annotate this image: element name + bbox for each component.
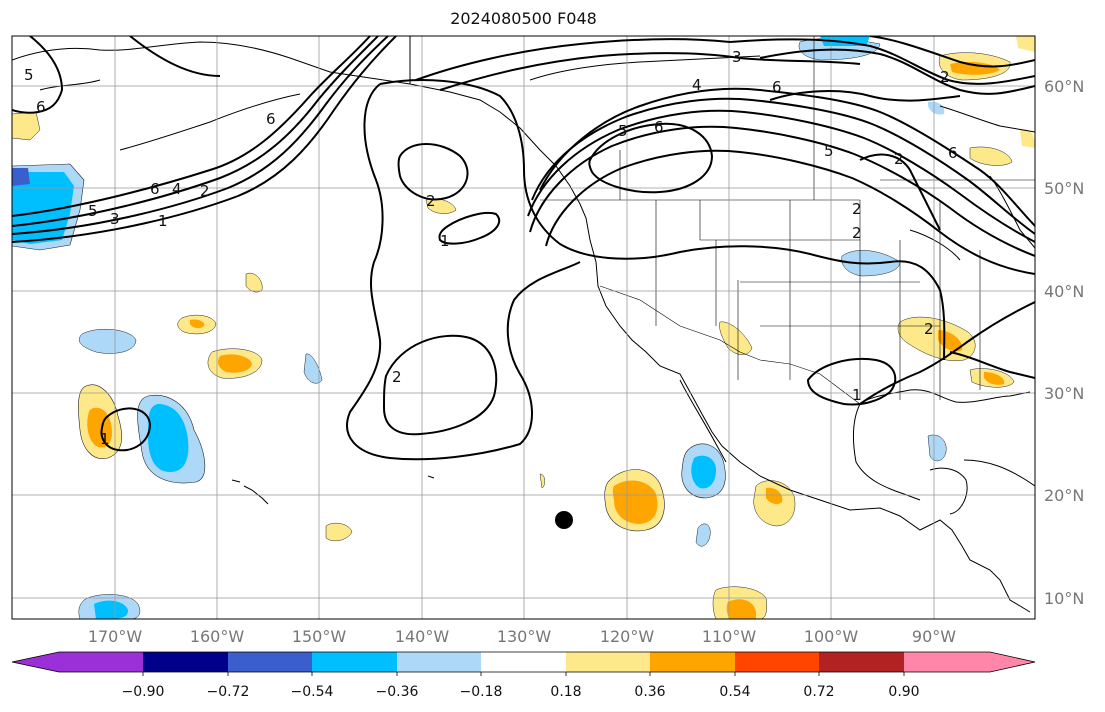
colorbar-seg-6 bbox=[566, 652, 650, 672]
lat-label: 30°N bbox=[1044, 384, 1084, 403]
contour-label: 6 bbox=[36, 98, 46, 116]
colorbar-tick-label: 0.36 bbox=[634, 684, 665, 700]
contour-label: 6 bbox=[150, 180, 160, 198]
lat-label: 50°N bbox=[1044, 179, 1084, 198]
colorbar-seg-8 bbox=[735, 652, 819, 672]
colorbar-seg-2 bbox=[228, 652, 312, 672]
lon-label: 150°W bbox=[292, 627, 347, 646]
map-title: 2024080500 F048 bbox=[450, 9, 597, 28]
colorbar-seg-7 bbox=[650, 652, 735, 672]
contour-label: 2 bbox=[200, 182, 210, 200]
contour-label: 2 bbox=[392, 368, 402, 386]
colorbar-seg-3 bbox=[312, 652, 397, 672]
colorbar-tick-label: −0.18 bbox=[460, 684, 503, 700]
latitude-labels: 60°N 50°N 40°N 30°N 20°N 10°N bbox=[1044, 77, 1084, 608]
lat-label: 20°N bbox=[1044, 486, 1084, 505]
colorbar-tick-label: 0.54 bbox=[719, 684, 750, 700]
lon-label: 170°W bbox=[88, 627, 143, 646]
longitude-labels: 170°W 160°W 150°W 140°W 130°W 120°W 110°… bbox=[88, 627, 956, 646]
borders bbox=[540, 36, 1035, 405]
contour-label: 6 bbox=[654, 118, 664, 136]
lon-label: 130°W bbox=[497, 627, 552, 646]
lon-label: 120°W bbox=[600, 627, 655, 646]
contour-label: 5 bbox=[24, 66, 34, 84]
contour-label: 2 bbox=[894, 150, 904, 168]
lon-label: 100°W bbox=[804, 627, 859, 646]
colorbar-outline bbox=[11, 651, 1036, 673]
lon-label: 160°W bbox=[190, 627, 245, 646]
contour-label: 2 bbox=[924, 320, 934, 338]
contour-label: 2 bbox=[852, 200, 862, 218]
colorbar-tick-label: 0.18 bbox=[550, 684, 581, 700]
anomaly-shading bbox=[12, 36, 1035, 619]
contour-label: 5 bbox=[88, 202, 98, 220]
colorbar-tick-label: −0.72 bbox=[207, 684, 250, 700]
contour-label: 6 bbox=[772, 78, 782, 96]
contour-label: 3 bbox=[110, 210, 120, 228]
colorbar-seg-1 bbox=[143, 652, 228, 672]
colorbar-ticks bbox=[142, 672, 905, 676]
colorbar-tick-label: −0.90 bbox=[122, 684, 165, 700]
map-area: 5 6 3 4 6 2 5 6 5 6 2 6 6 4 2 3 5 1 2 1 … bbox=[12, 36, 1035, 619]
lat-label: 10°N bbox=[1044, 589, 1084, 608]
map-frame bbox=[11, 35, 1036, 620]
contour-label: 1 bbox=[158, 212, 168, 230]
contour-label: 5 bbox=[618, 122, 628, 140]
lat-label: 40°N bbox=[1044, 282, 1084, 301]
contour-label: 1 bbox=[852, 386, 862, 404]
colorbar-seg-5 bbox=[481, 652, 566, 672]
gridlines bbox=[12, 36, 1035, 619]
contour-label: 2 bbox=[940, 68, 950, 86]
contour-label: 1 bbox=[100, 430, 110, 448]
contour-label: 4 bbox=[172, 180, 182, 198]
contour-label: 5 bbox=[824, 142, 834, 160]
lon-label: 90°W bbox=[912, 627, 956, 646]
contour-label: 1 bbox=[440, 232, 450, 250]
contour-label: 6 bbox=[266, 110, 276, 128]
colorbar-tick-label: −0.36 bbox=[376, 684, 419, 700]
colorbar-seg-0 bbox=[12, 652, 143, 672]
colorbar-tick-label: −0.54 bbox=[291, 684, 334, 700]
colorbar-seg-9 bbox=[819, 652, 904, 672]
lat-label: 60°N bbox=[1044, 77, 1084, 96]
lon-label: 140°W bbox=[395, 627, 450, 646]
location-marker bbox=[555, 511, 573, 529]
lon-label: 110°W bbox=[702, 627, 757, 646]
contour-label: 4 bbox=[692, 76, 702, 94]
colorbar-tick-label: 0.72 bbox=[803, 684, 834, 700]
colorbar-tick-label: 0.90 bbox=[888, 684, 919, 700]
colorbar: −0.90 −0.72 −0.54 −0.36 −0.18 0.18 0.36 … bbox=[11, 651, 1036, 700]
colorbar-seg-4 bbox=[397, 652, 481, 672]
contour-label: 6 bbox=[948, 144, 958, 162]
contour-label: 3 bbox=[732, 48, 742, 66]
colorbar-seg-10 bbox=[904, 652, 1035, 672]
contour-label: 2 bbox=[426, 192, 436, 210]
contour-label-group: 5 6 3 4 6 2 5 6 5 6 2 6 6 4 2 3 5 1 2 1 … bbox=[24, 48, 958, 448]
contour-lines bbox=[12, 36, 1035, 461]
contour-label: 2 bbox=[852, 224, 862, 242]
